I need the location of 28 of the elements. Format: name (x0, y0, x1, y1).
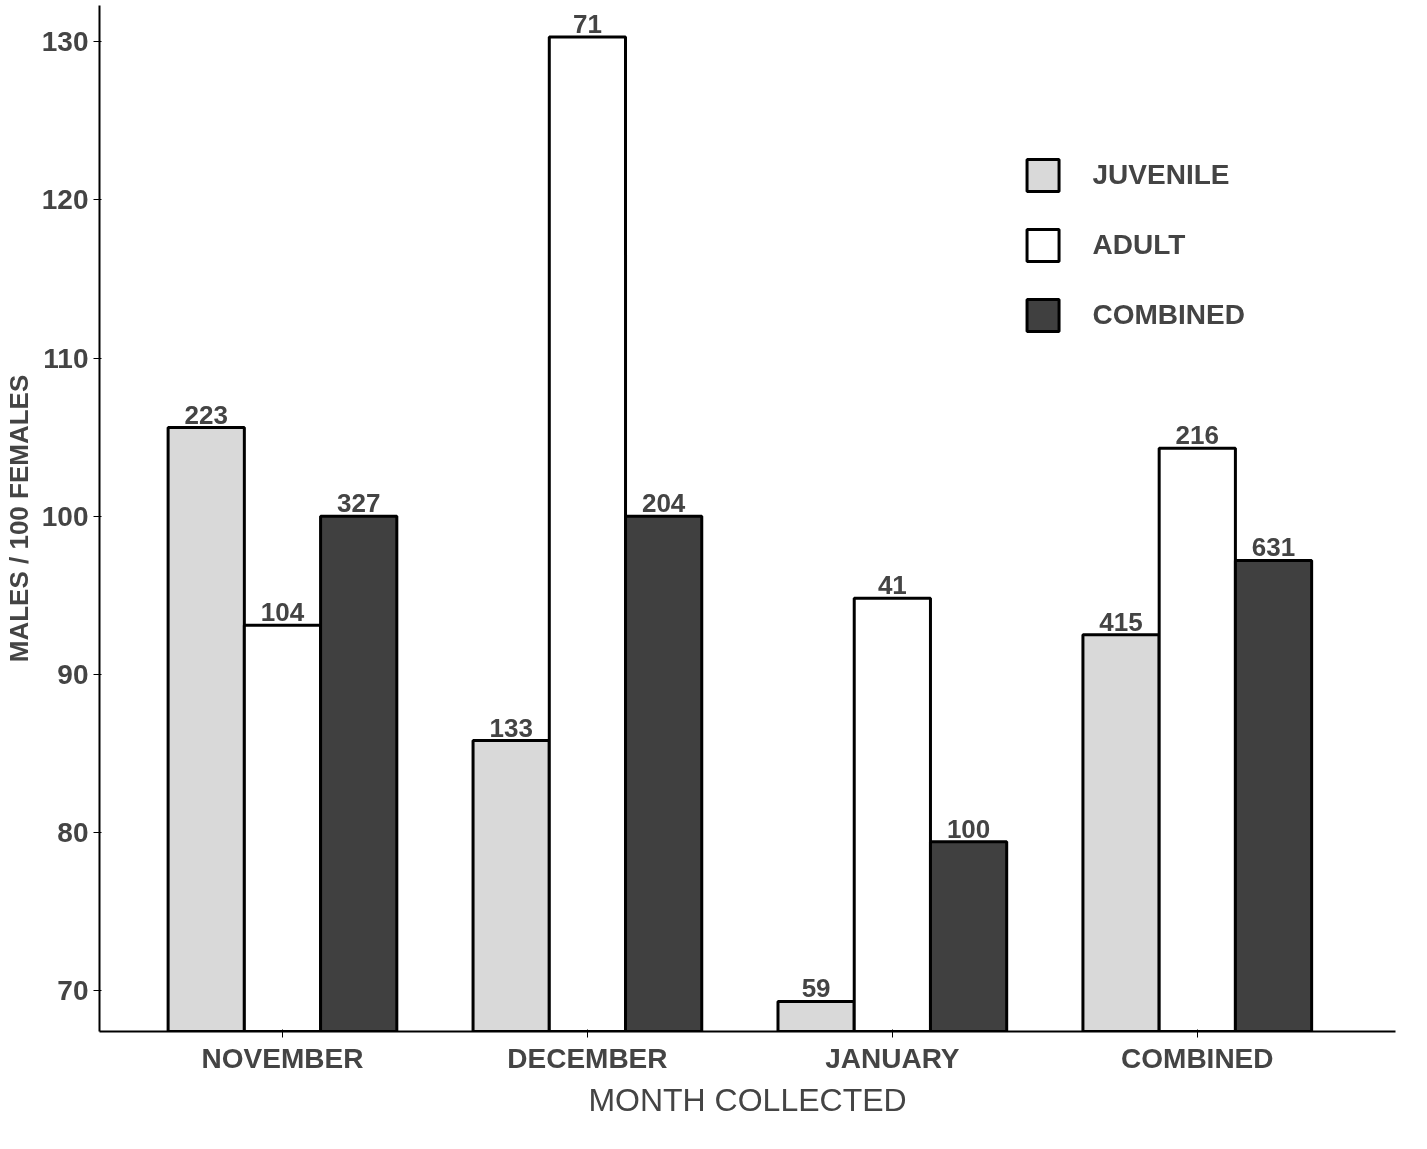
annotation: 631 (1251, 532, 1296, 563)
annotation: 104 (260, 597, 305, 628)
annotation: 223 (184, 399, 228, 430)
y-tick-label: 110 (43, 342, 89, 374)
y-tick-label: 120 (41, 184, 89, 216)
y-tick-label: 100 (41, 500, 89, 532)
y-tick-label: 70 (57, 974, 89, 1006)
annotation: 133 (489, 712, 533, 743)
x-axis-title: MONTH COLLECTED (588, 1081, 907, 1118)
x-tick-label: NOVEMBER (201, 1042, 364, 1074)
y-tick-label: 90 (57, 658, 89, 690)
x-tick-label: DECEMBER (507, 1042, 668, 1074)
annotation: 327 (337, 488, 381, 519)
annotation: 204 (641, 488, 686, 519)
legend-label: ADULT (1092, 229, 1186, 261)
annotation: 71 (572, 9, 602, 40)
legend-label: JUVENILE (1092, 159, 1230, 191)
y-axis-title: MALES / 100 FEMALES (3, 374, 34, 663)
x-tick-label: JANUARY (825, 1042, 960, 1074)
y-tick-label: 80 (57, 816, 89, 848)
legend-label: COMBINED (1092, 299, 1245, 331)
annotation: 100 (946, 813, 991, 844)
annotation: 41 (877, 570, 907, 601)
annotation: 59 (801, 973, 831, 1004)
annotation: 216 (1175, 420, 1219, 451)
x-tick-label: COMBINED (1121, 1042, 1274, 1074)
annotation: 415 (1099, 606, 1143, 637)
y-tick-label: 130 (41, 26, 89, 58)
